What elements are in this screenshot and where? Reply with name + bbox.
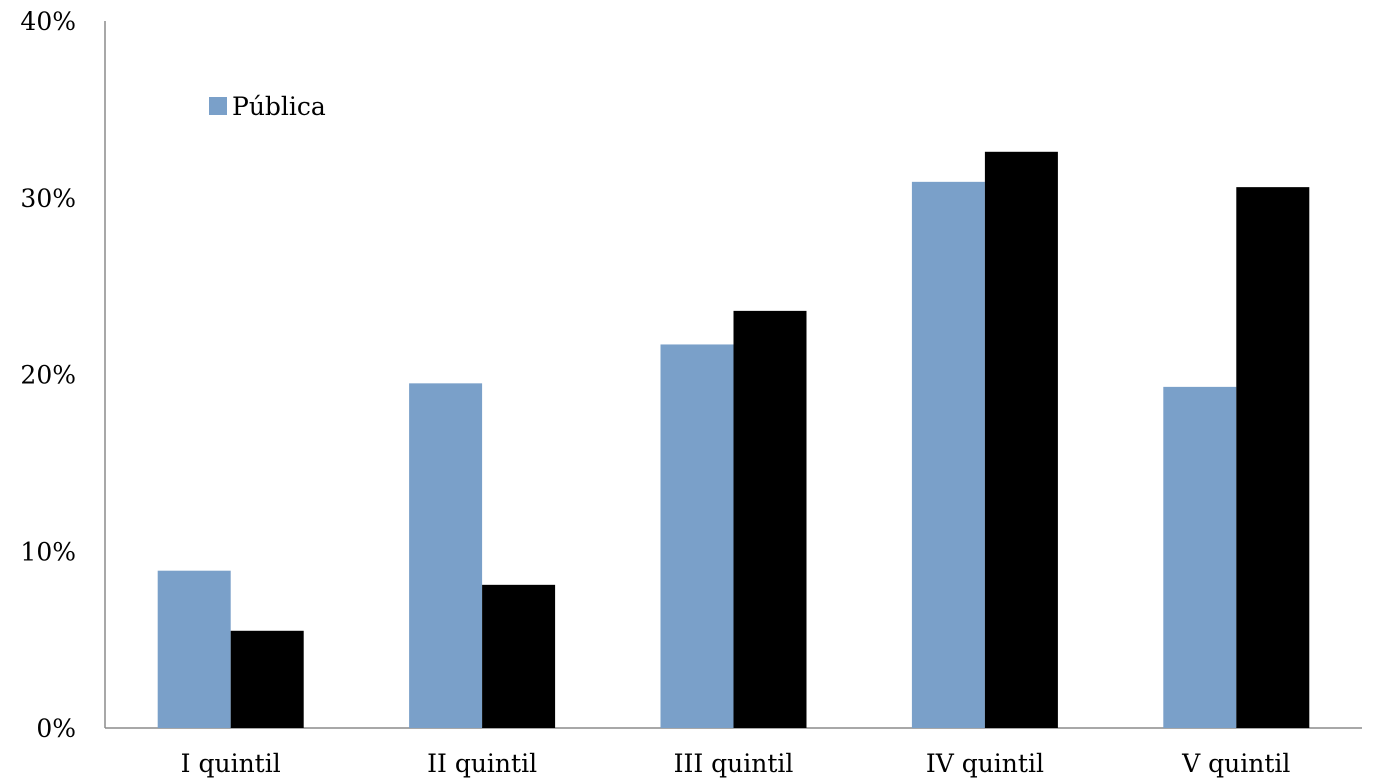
- x-tick-label: V quintil: [1181, 749, 1290, 778]
- x-tick-labels: I quintil II quintil III quintil IV quintil…: [181, 749, 1291, 778]
- y-tick-label: 40%: [20, 7, 76, 36]
- legend-label-publica: Pública: [232, 92, 326, 121]
- y-tick-label: 10%: [20, 537, 76, 566]
- x-tick-label: IV quintil: [926, 749, 1044, 778]
- y-tick-labels: 0% 10% 20% 30% 40%: [20, 7, 76, 743]
- x-tick-label: III quintil: [674, 749, 794, 778]
- y-tick-label: 30%: [20, 184, 76, 213]
- bar-series2-3: [733, 310, 807, 728]
- bar-series2-1: [230, 630, 304, 728]
- legend: Pública: [209, 92, 326, 121]
- bar-series1-1: [157, 570, 231, 728]
- bar-series2-4: [984, 151, 1058, 729]
- bar-series1-4: [911, 181, 985, 728]
- y-tick-label: 0%: [36, 714, 76, 743]
- bar-series1-3: [660, 344, 734, 728]
- bar-series2-2: [482, 584, 556, 728]
- x-tick-label: II quintil: [427, 749, 537, 778]
- y-tick-label: 20%: [20, 361, 76, 390]
- bars: [157, 151, 1310, 729]
- x-tick-label: I quintil: [181, 749, 281, 778]
- legend-swatch-publica: [209, 97, 227, 115]
- bar-series2-5: [1236, 187, 1310, 728]
- bar-series1-5: [1163, 386, 1237, 728]
- bar-series1-2: [409, 383, 483, 728]
